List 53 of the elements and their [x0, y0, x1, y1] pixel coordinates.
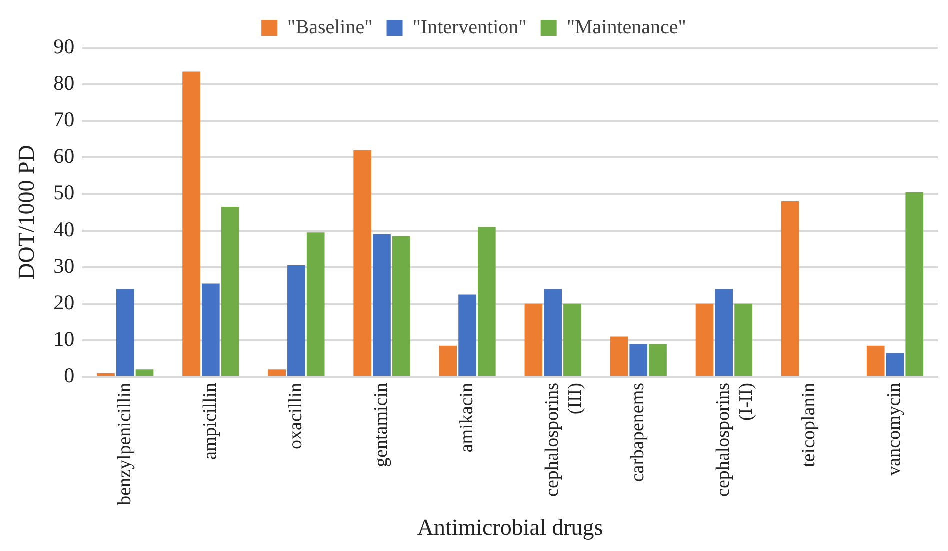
y-tick-label: 20 — [54, 290, 75, 314]
legend-label: "Maintenance" — [566, 16, 686, 38]
bar — [649, 344, 667, 376]
y-tick-label: 10 — [54, 326, 75, 351]
legend-label: "Intervention" — [412, 16, 527, 38]
y-tick-label: 0 — [64, 364, 75, 388]
bar — [478, 227, 496, 376]
bar — [734, 304, 752, 376]
y-tick-label: 30 — [54, 254, 75, 278]
bar — [715, 289, 734, 376]
x-axis-title: Antimicrobial drugs — [417, 515, 604, 540]
bar — [268, 370, 286, 376]
x-tick-label: oxacillin — [285, 382, 306, 450]
x-tick-label: teicoplanin — [798, 382, 820, 468]
bar — [630, 344, 648, 376]
bar — [906, 192, 924, 376]
x-tick-label: gentamicin — [370, 382, 392, 468]
bar — [221, 207, 240, 376]
x-tick-label: cephalosporins (III) — [542, 382, 586, 497]
bar — [696, 304, 714, 376]
bar — [564, 304, 582, 376]
y-tick-label: 80 — [54, 71, 75, 96]
x-tick-label: amikacin — [456, 382, 478, 453]
y-tick-label: 60 — [54, 144, 75, 168]
bar — [288, 266, 306, 376]
bar — [524, 304, 543, 376]
bar — [202, 284, 220, 376]
x-tick-label: benzylpenicillin — [114, 382, 136, 506]
bar — [373, 234, 391, 376]
y-tick-label: 40 — [54, 217, 75, 242]
x-tick-label: carbapenems — [628, 382, 649, 482]
bar — [866, 346, 885, 376]
bar — [306, 232, 325, 376]
bar — [458, 294, 476, 376]
y-axis-title: DOT/1000 PD — [14, 145, 39, 280]
bar — [886, 353, 904, 376]
bar — [182, 72, 200, 376]
x-tick-label: ampicillin — [200, 382, 221, 460]
bar — [97, 373, 115, 376]
bar — [439, 346, 458, 376]
bar — [116, 289, 134, 376]
bar — [781, 202, 800, 376]
y-tick-label: 70 — [54, 108, 75, 132]
legend-label: "Baseline" — [288, 16, 373, 38]
bar — [136, 370, 154, 376]
x-tick-label: vancomycin — [884, 382, 906, 476]
bar — [354, 150, 372, 376]
bar — [544, 289, 562, 376]
y-tick-label: 50 — [54, 180, 75, 205]
bar — [392, 236, 410, 376]
bar — [610, 336, 628, 376]
x-tick-label: cephalosporins (I-II) — [713, 382, 757, 497]
y-tick-label: 90 — [54, 34, 75, 59]
